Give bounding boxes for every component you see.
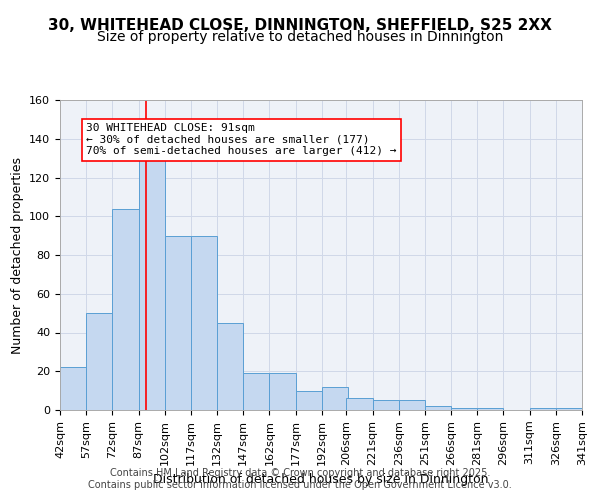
Bar [296, 390, 322, 410]
Text: 30, WHITEHEAD CLOSE, DINNINGTON, SHEFFIELD, S25 2XX: 30, WHITEHEAD CLOSE, DINNINGTON, SHEFFIE… [48, 18, 552, 32]
Text: Contains HM Land Registry data © Crown copyright and database right 2025.
Contai: Contains HM Land Registry data © Crown c… [88, 468, 512, 490]
Bar [322, 387, 348, 410]
Bar [530, 408, 556, 410]
Y-axis label: Number of detached properties: Number of detached properties [11, 156, 23, 354]
Bar [398, 400, 425, 410]
Bar [451, 408, 477, 410]
Text: 30 WHITEHEAD CLOSE: 91sqm
← 30% of detached houses are smaller (177)
70% of semi: 30 WHITEHEAD CLOSE: 91sqm ← 30% of detac… [86, 123, 397, 156]
Bar [556, 408, 582, 410]
Bar [112, 208, 139, 410]
Bar [165, 236, 191, 410]
Bar [269, 373, 296, 410]
Bar [86, 313, 112, 410]
Bar [60, 368, 86, 410]
Bar [425, 406, 451, 410]
Bar [217, 323, 244, 410]
Bar [244, 373, 269, 410]
Bar [477, 408, 503, 410]
X-axis label: Distribution of detached houses by size in Dinnington: Distribution of detached houses by size … [153, 473, 489, 486]
Text: Size of property relative to detached houses in Dinnington: Size of property relative to detached ho… [97, 30, 503, 44]
Bar [346, 398, 373, 410]
Bar [139, 156, 165, 410]
Bar [191, 236, 217, 410]
Bar [373, 400, 398, 410]
